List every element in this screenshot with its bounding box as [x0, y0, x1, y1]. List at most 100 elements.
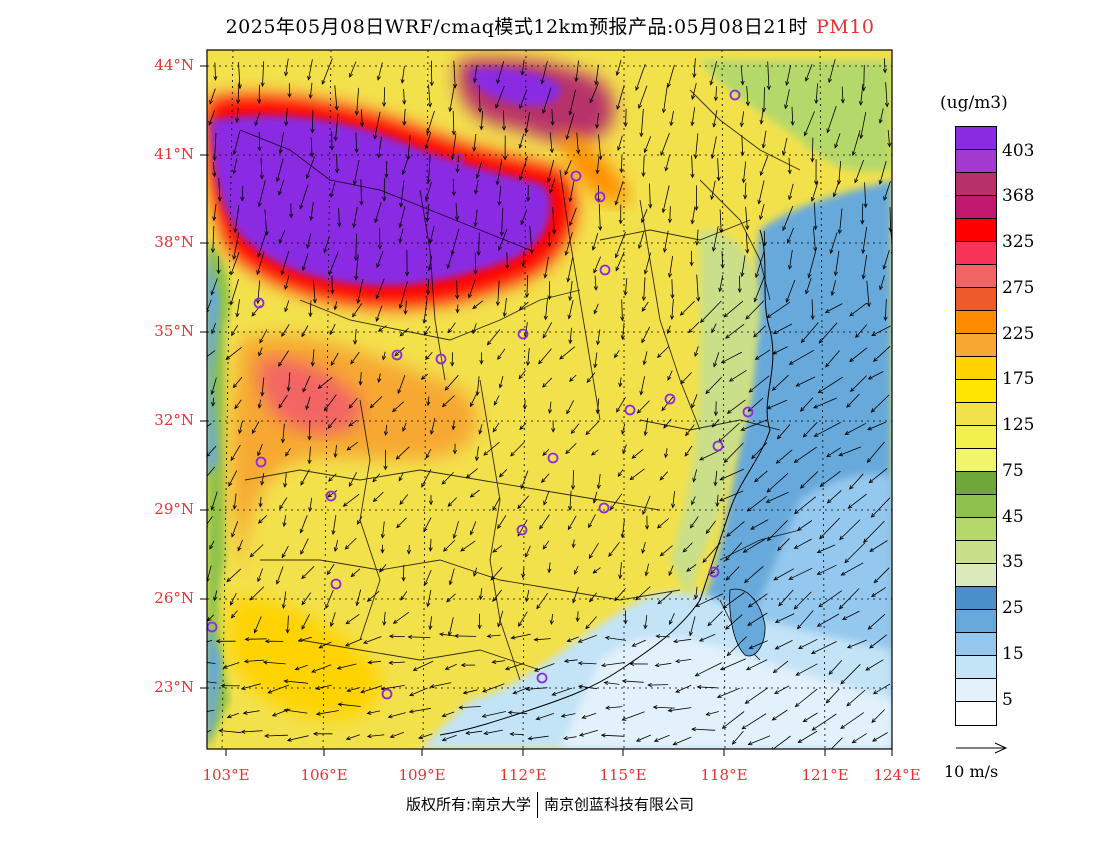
wind-arrow — [370, 396, 383, 408]
wind-arrow — [591, 449, 599, 456]
wind-arrow — [589, 592, 597, 602]
wind-arrow — [744, 182, 747, 199]
wind-arrow-head — [402, 121, 407, 126]
wind-arrow-head — [525, 361, 531, 367]
wind-arrow — [356, 87, 359, 115]
legend-swatch — [956, 219, 996, 242]
wind-arrow-head — [762, 241, 767, 247]
wind-arrow-head — [568, 506, 573, 511]
wind-arrow-head — [329, 193, 334, 199]
wind-arrow — [727, 636, 747, 656]
wind-arrow — [643, 351, 648, 365]
wind-arrow — [399, 281, 408, 309]
wind-arrow-head — [282, 522, 287, 528]
wind-arrow — [691, 83, 697, 100]
wind-arrow — [719, 209, 722, 233]
wind-arrow — [330, 182, 336, 198]
wind-arrow — [777, 424, 791, 440]
wind-arrow-head — [376, 75, 381, 81]
wind-arrow — [498, 185, 502, 206]
legend-label-368: 368 — [1002, 186, 1035, 206]
city-marker — [381, 688, 393, 700]
wind-arrow — [564, 160, 572, 175]
wind-arrow-head — [377, 378, 382, 384]
wind-arrow-head — [520, 484, 525, 490]
wind-arrow-head — [200, 642, 204, 645]
wind-arrow — [815, 83, 818, 104]
wind-arrow-head — [694, 672, 700, 677]
wind-arrow — [378, 373, 381, 383]
wind-arrow — [642, 495, 651, 515]
wind-arrow-head — [257, 99, 262, 104]
wind-arrow-head — [283, 483, 288, 488]
wind-arrow — [776, 449, 793, 464]
city-marker — [599, 264, 611, 276]
wind-arrow — [207, 614, 214, 622]
wind-arrow-head — [395, 455, 401, 460]
wind-arrow-head — [375, 317, 380, 322]
wind-arrow-head — [311, 668, 316, 673]
wind-arrow-head — [620, 533, 625, 539]
wind-arrow-head — [644, 571, 649, 577]
wind-arrow-head — [348, 404, 353, 409]
wind-arrow — [448, 322, 456, 333]
wind-arrow — [669, 206, 671, 223]
wind-arrow-head — [629, 661, 635, 667]
wind-arrow — [653, 706, 675, 709]
wind-arrow — [817, 613, 840, 627]
wind-arrow-head — [507, 710, 513, 715]
wind-arrow-head — [469, 530, 474, 536]
wind-arrow-head — [256, 270, 261, 276]
wind-arrow-head — [283, 708, 289, 713]
wind-arrow — [699, 633, 716, 642]
wind-arrow — [849, 347, 868, 362]
wind-arrow — [863, 520, 885, 543]
wind-arrow — [445, 663, 457, 670]
wind-arrow — [724, 442, 744, 463]
wind-arrow-head — [400, 595, 405, 601]
wind-arrow-head — [869, 644, 874, 649]
wind-arrow-head — [525, 197, 531, 202]
wind-arrow-head — [635, 86, 640, 91]
wind-arrow — [883, 58, 886, 73]
wind-arrow-head — [615, 71, 620, 76]
wind-arrow-head — [604, 635, 610, 641]
wind-arrow — [207, 350, 216, 358]
wind-arrow-head — [643, 624, 648, 630]
wind-arrow-head — [509, 732, 515, 737]
wind-arrow-head — [619, 168, 624, 174]
wind-arrow-head — [360, 689, 365, 694]
wind-arrow — [402, 156, 409, 175]
wind-arrow — [616, 59, 622, 76]
wind-arrow-head — [307, 435, 312, 441]
wind-arrow — [460, 540, 476, 552]
wind-arrow — [510, 733, 524, 736]
wind-arrow-head — [813, 432, 819, 437]
legend-swatch — [956, 380, 996, 403]
wind-arrow — [675, 684, 692, 693]
wind-arrow-head — [832, 192, 837, 198]
wind-arrow-head — [518, 374, 523, 380]
wind-arrow — [548, 562, 551, 573]
wind-arrow-head — [725, 625, 730, 630]
wind-arrow-head — [691, 727, 696, 732]
wind-arrow — [413, 660, 434, 671]
wind-arrow — [629, 468, 645, 480]
wind-arrow-head — [452, 449, 458, 455]
wind-arrow-head — [330, 361, 335, 367]
wind-arrow — [499, 469, 508, 478]
wind-arrow — [329, 323, 336, 335]
wind-arrow-head — [286, 737, 292, 742]
wind-arrow-head — [354, 275, 359, 281]
wind-arrow — [480, 587, 483, 600]
wind-arrow-head — [284, 285, 289, 290]
wind-arrow — [452, 178, 455, 196]
wind-arrow-head — [264, 639, 270, 644]
wind-arrow — [263, 661, 286, 665]
wind-arrow-head — [353, 256, 359, 262]
wind-arrow-head — [695, 602, 700, 607]
wind-arrow-head — [406, 155, 411, 161]
wind-arrow — [747, 495, 767, 512]
wind-arrow — [424, 569, 432, 586]
wind-arrow — [869, 634, 887, 649]
